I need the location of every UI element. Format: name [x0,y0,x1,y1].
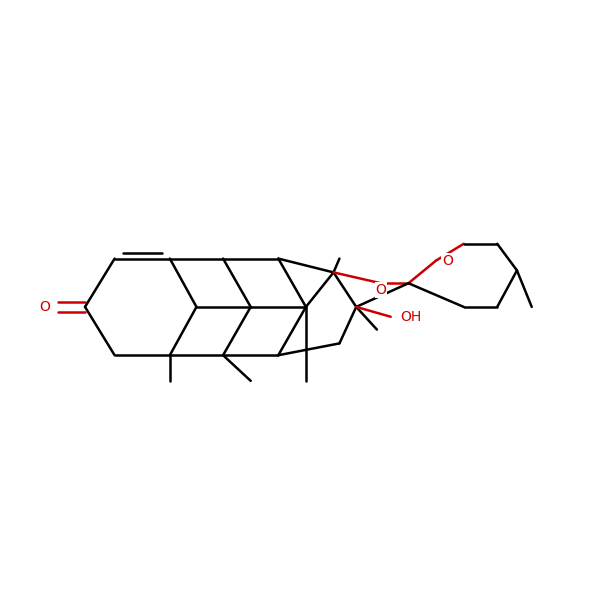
Text: O: O [442,254,453,268]
Text: O: O [40,300,50,314]
Text: OH: OH [401,310,422,324]
Text: O: O [376,283,386,297]
